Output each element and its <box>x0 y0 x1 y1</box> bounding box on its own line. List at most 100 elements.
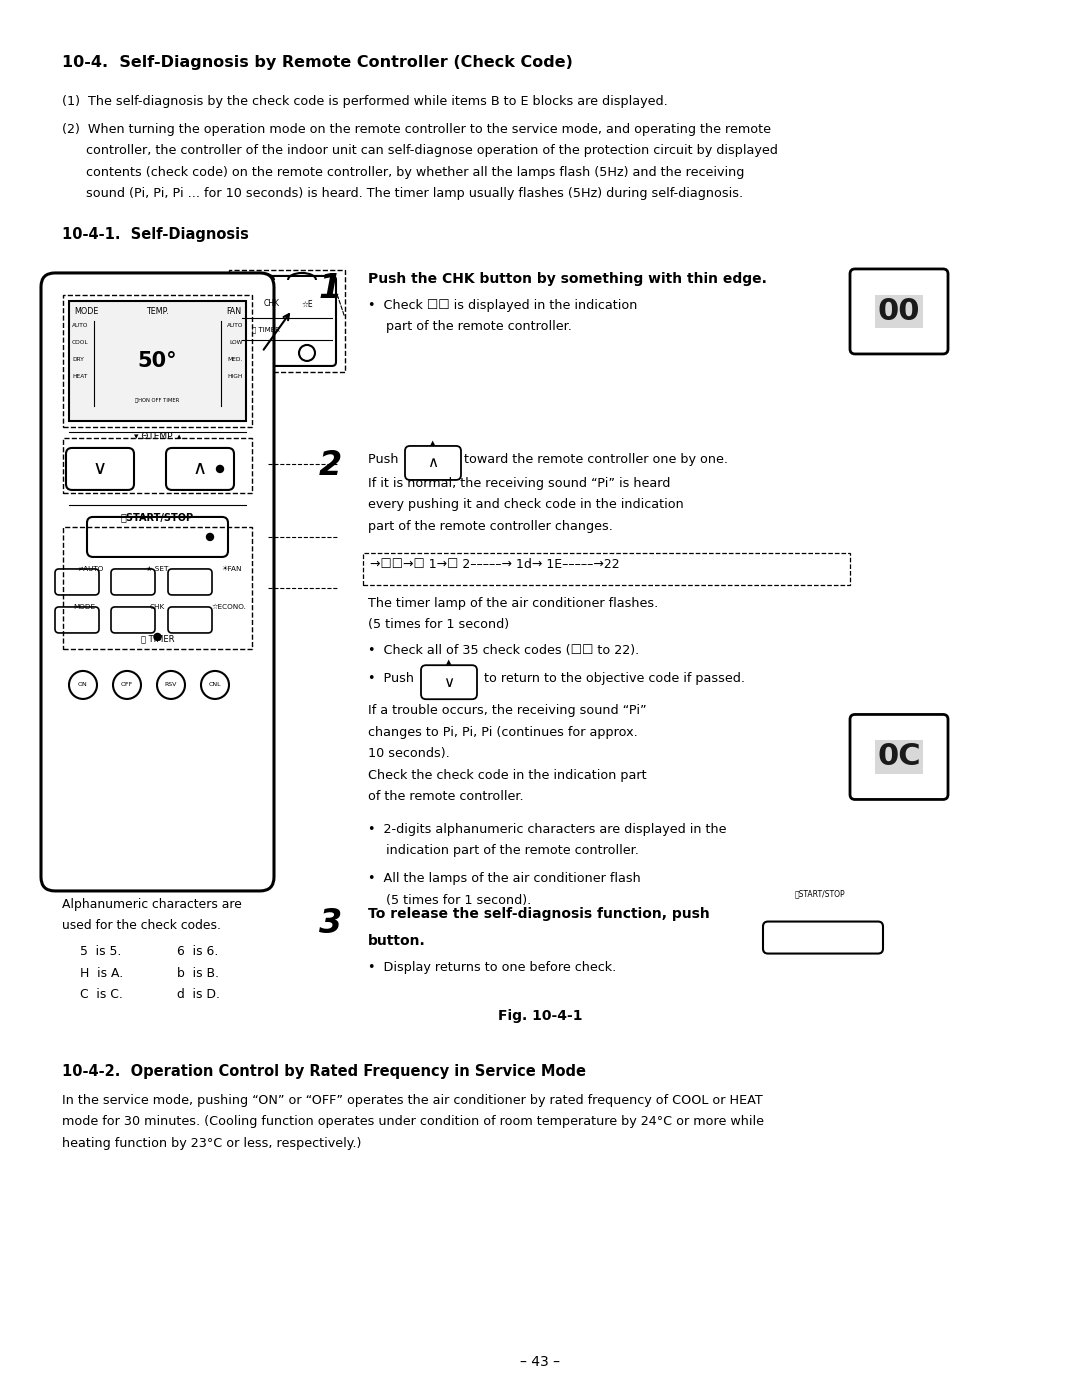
Text: contents (check code) on the remote controller, by whether all the lamps flash (: contents (check code) on the remote cont… <box>62 166 744 179</box>
Text: Push the CHK button by something with thin edge.: Push the CHK button by something with th… <box>368 272 767 286</box>
Text: COOL: COOL <box>72 339 89 345</box>
Text: Fig. 10-4-1: Fig. 10-4-1 <box>498 1009 582 1023</box>
Text: MODE: MODE <box>75 307 98 316</box>
Text: toward the remote controller one by one.: toward the remote controller one by one. <box>460 453 728 467</box>
Text: LOW: LOW <box>230 339 243 345</box>
Text: 10 seconds).: 10 seconds). <box>368 747 449 760</box>
Circle shape <box>206 534 214 541</box>
Text: ∧: ∧ <box>193 460 207 478</box>
Text: CNL: CNL <box>208 683 221 687</box>
FancyBboxPatch shape <box>55 569 99 595</box>
Text: •  Push: • Push <box>368 672 418 685</box>
Text: part of the remote controller changes.: part of the remote controller changes. <box>368 520 612 532</box>
Text: AUTO: AUTO <box>227 323 243 328</box>
Text: FAN: FAN <box>226 307 241 316</box>
Text: OFF: OFF <box>121 683 133 687</box>
Text: MED.: MED. <box>228 358 243 362</box>
Text: ☆E: ☆E <box>302 299 313 309</box>
Text: Push: Push <box>368 453 403 467</box>
FancyBboxPatch shape <box>166 448 234 490</box>
Text: CHK: CHK <box>150 604 165 610</box>
Text: The timer lamp of the air conditioner flashes.: The timer lamp of the air conditioner fl… <box>368 597 658 610</box>
Text: AUTO: AUTO <box>72 323 89 328</box>
Text: (5 times for 1 second).: (5 times for 1 second). <box>386 894 531 907</box>
Text: (5 times for 1 second): (5 times for 1 second) <box>368 619 509 631</box>
Text: Alphanumeric characters are: Alphanumeric characters are <box>62 898 242 911</box>
FancyBboxPatch shape <box>66 448 134 490</box>
Text: heating function by 23°C or less, respectively.): heating function by 23°C or less, respec… <box>62 1137 362 1150</box>
Text: mode for 30 minutes. (Cooling function operates under condition of room temperat: mode for 30 minutes. (Cooling function o… <box>62 1115 764 1127</box>
Text: MODE: MODE <box>73 604 95 610</box>
Text: 00: 00 <box>878 298 920 326</box>
Text: (1)  The self-diagnosis by the check code is performed while items B to E blocks: (1) The self-diagnosis by the check code… <box>62 95 667 108</box>
Text: indication part of the remote controller.: indication part of the remote controller… <box>386 844 639 858</box>
Text: ∨: ∨ <box>444 675 455 690</box>
Text: •  Check ☐☐ is displayed in the indication: • Check ☐☐ is displayed in the indicatio… <box>368 299 637 312</box>
Text: – 43 –: – 43 – <box>519 1355 561 1369</box>
Text: 5  is 5.: 5 is 5. <box>80 946 121 958</box>
Text: TEMP.: TEMP. <box>146 307 168 316</box>
Bar <box>63 295 252 427</box>
Text: every pushing it and check code in the indication: every pushing it and check code in the i… <box>368 499 684 511</box>
FancyBboxPatch shape <box>55 606 99 633</box>
Text: RSV: RSV <box>165 683 177 687</box>
Text: sound (Pi, Pi, Pi ... for 10 seconds) is heard. The timer lamp usually flashes (: sound (Pi, Pi, Pi ... for 10 seconds) is… <box>62 187 743 200</box>
Text: b  is B.: b is B. <box>177 967 219 979</box>
Bar <box>69 300 246 420</box>
FancyBboxPatch shape <box>168 569 212 595</box>
Text: 10-4.  Self-Diagnosis by Remote Controller (Check Code): 10-4. Self-Diagnosis by Remote Controlle… <box>62 54 572 70</box>
Text: HEAT: HEAT <box>72 374 87 379</box>
Text: ☀FAN: ☀FAN <box>221 566 242 571</box>
Text: used for the check codes.: used for the check codes. <box>62 919 221 932</box>
Text: 2: 2 <box>319 448 342 482</box>
Text: of the remote controller.: of the remote controller. <box>368 791 524 803</box>
Circle shape <box>69 671 97 698</box>
Text: to return to the objective code if passed.: to return to the objective code if passe… <box>476 672 745 685</box>
Text: 1: 1 <box>319 272 342 305</box>
Circle shape <box>216 465 224 472</box>
Text: •  Check all of 35 check codes (☐☐ to 22).: • Check all of 35 check codes (☐☐ to 22)… <box>368 644 639 657</box>
Text: ⌛ TIMER: ⌛ TIMER <box>140 634 174 644</box>
Text: ∨: ∨ <box>93 460 107 478</box>
Text: →☐☐→☐ 1→☐ 2–––––→ 1d→ 1E–––––→22: →☐☐→☐ 1→☐ 2–––––→ 1d→ 1E–––––→22 <box>370 557 620 571</box>
Text: ★ SET: ★ SET <box>146 566 168 571</box>
Text: HIGH: HIGH <box>228 374 243 379</box>
Text: CHK: CHK <box>264 299 280 309</box>
Text: 0C: 0C <box>877 742 921 771</box>
Text: ☆ECONO.: ☆ECONO. <box>211 604 246 610</box>
Text: 50°: 50° <box>137 351 177 372</box>
Text: ON: ON <box>78 683 87 687</box>
Text: ∧: ∧ <box>428 455 438 471</box>
FancyBboxPatch shape <box>850 714 948 799</box>
Text: H  is A.: H is A. <box>80 967 123 979</box>
Text: controller, the controller of the indoor unit can self-diagnose operation of the: controller, the controller of the indoor… <box>62 144 778 158</box>
Text: part of the remote controller.: part of the remote controller. <box>386 320 572 334</box>
Text: ▲: ▲ <box>430 440 435 446</box>
Circle shape <box>201 671 229 698</box>
FancyBboxPatch shape <box>405 446 461 481</box>
Text: 10-4-1.  Self-Diagnosis: 10-4-1. Self-Diagnosis <box>62 226 248 242</box>
Text: ▲: ▲ <box>446 659 451 665</box>
Text: 3: 3 <box>319 907 342 940</box>
Circle shape <box>113 671 141 698</box>
Text: •  Display returns to one before check.: • Display returns to one before check. <box>368 961 617 975</box>
Text: ⌛HON OFF TIMER: ⌛HON OFF TIMER <box>135 398 179 404</box>
Text: button.: button. <box>368 933 426 947</box>
Text: 10-4-2.  Operation Control by Rated Frequency in Service Mode: 10-4-2. Operation Control by Rated Frequ… <box>62 1063 586 1078</box>
Text: changes to Pi, Pi, Pi (continues for approx.: changes to Pi, Pi, Pi (continues for app… <box>368 726 638 739</box>
FancyBboxPatch shape <box>850 270 948 353</box>
Text: ≠AUTO: ≠AUTO <box>77 566 104 571</box>
Bar <box>63 437 252 493</box>
Text: In the service mode, pushing “ON” or “OFF” operates the air conditioner by rated: In the service mode, pushing “ON” or “OF… <box>62 1094 762 1106</box>
Circle shape <box>154 633 161 640</box>
Bar <box>63 527 252 650</box>
FancyBboxPatch shape <box>111 606 156 633</box>
Text: Check the check code in the indication part: Check the check code in the indication p… <box>368 768 647 782</box>
FancyBboxPatch shape <box>41 272 274 891</box>
Text: •  2-digits alphanumeric characters are displayed in the: • 2-digits alphanumeric characters are d… <box>368 823 727 835</box>
Text: (2)  When turning the operation mode on the remote controller to the service mod: (2) When turning the operation mode on t… <box>62 123 771 136</box>
Text: If it is normal, the receiving sound “Pi” is heard: If it is normal, the receiving sound “Pi… <box>368 476 671 490</box>
Text: ⓘSTART/STOP: ⓘSTART/STOP <box>795 890 846 898</box>
FancyBboxPatch shape <box>111 569 156 595</box>
FancyBboxPatch shape <box>238 277 336 366</box>
